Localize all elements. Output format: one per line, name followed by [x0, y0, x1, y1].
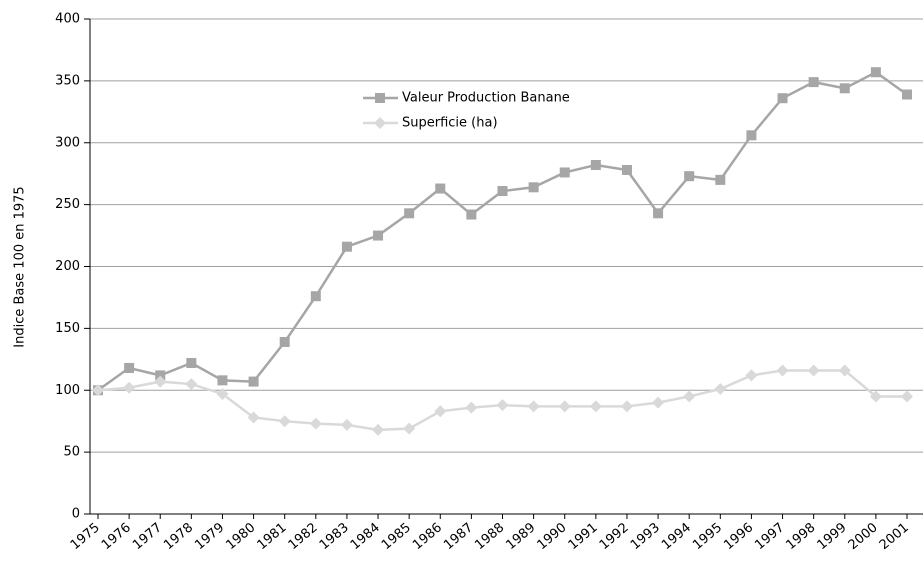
- marker: [404, 208, 415, 219]
- marker: [777, 93, 788, 104]
- marker: [776, 364, 789, 377]
- x-tick-label: 1979: [192, 520, 227, 553]
- marker: [278, 415, 291, 428]
- marker: [372, 423, 385, 436]
- marker: [340, 418, 353, 431]
- x-tick-label: 1985: [379, 520, 414, 553]
- y-tick-label: 0: [72, 507, 80, 522]
- y-tick-label: 400: [55, 12, 80, 27]
- x-tick-label: 1991: [566, 520, 601, 553]
- x-tick-label: 1978: [161, 520, 196, 553]
- marker: [465, 401, 478, 414]
- x-tick-label: 1984: [348, 520, 383, 553]
- marker: [497, 186, 508, 197]
- marker: [466, 209, 477, 220]
- marker: [715, 174, 726, 185]
- marker: [745, 369, 758, 382]
- marker: [403, 422, 416, 435]
- line: [97, 70, 908, 392]
- marker: [558, 400, 571, 413]
- marker: [248, 376, 259, 387]
- marker: [621, 164, 632, 175]
- x-tick-label: 1992: [597, 520, 632, 553]
- marker: [309, 417, 322, 430]
- marker: [247, 411, 260, 424]
- x-tick-label: 1975: [68, 520, 103, 553]
- marker: [559, 167, 570, 178]
- marker: [528, 182, 539, 193]
- marker: [341, 241, 352, 252]
- marker: [589, 400, 602, 413]
- marker: [808, 77, 819, 88]
- y-tick-label: 300: [55, 135, 80, 150]
- marker: [652, 396, 665, 409]
- marker: [684, 171, 695, 182]
- x-tick-label: 2001: [877, 520, 912, 553]
- legend-marker: [375, 93, 385, 103]
- x-tick-label: 1989: [503, 520, 538, 553]
- x-tick-label: 1976: [99, 520, 134, 553]
- marker: [869, 390, 882, 403]
- marker: [590, 160, 601, 171]
- marker: [901, 390, 913, 403]
- legend-label: Valeur Production Banane: [402, 91, 570, 106]
- y-axis-title: Indice Base 100 en 1975: [13, 186, 28, 347]
- marker: [185, 378, 198, 391]
- x-tick-label: 1998: [783, 520, 818, 553]
- x-tick-label: 1982: [286, 520, 321, 553]
- x-tick-label: 1990: [535, 520, 570, 553]
- marker: [217, 375, 228, 386]
- marker: [839, 83, 850, 94]
- marker: [653, 208, 664, 219]
- y-tick-label: 250: [55, 197, 80, 212]
- y-tick-label: 100: [55, 383, 80, 398]
- x-tick-label: 1986: [410, 520, 445, 553]
- marker: [123, 381, 136, 394]
- marker: [902, 89, 912, 100]
- x-tick-label: 1983: [317, 520, 352, 553]
- x-tick-label: 1994: [659, 520, 694, 553]
- x-tick-label: 1993: [628, 520, 663, 553]
- y-tick-label: 350: [55, 73, 80, 88]
- y-tick-label: 150: [55, 321, 80, 336]
- x-tick-label: 1980: [223, 520, 258, 553]
- x-tick-label: 1997: [752, 520, 787, 553]
- x-tick-label: 1981: [255, 520, 290, 553]
- x-tick-label: 1987: [441, 520, 476, 553]
- x-tick-label: 2000: [846, 520, 881, 553]
- marker: [746, 130, 757, 141]
- y-tick-label: 200: [55, 259, 80, 274]
- marker: [496, 399, 509, 412]
- marker: [435, 183, 446, 194]
- legend-marker: [374, 117, 386, 129]
- marker: [155, 370, 166, 381]
- x-tick-label: 1988: [472, 520, 507, 553]
- marker: [279, 336, 290, 347]
- marker: [124, 362, 135, 373]
- x-tick-label: 1977: [130, 520, 165, 553]
- marker: [92, 384, 104, 397]
- marker: [434, 405, 447, 418]
- marker: [527, 400, 540, 413]
- marker: [870, 67, 881, 78]
- legend-label: Superficie (ha): [402, 116, 498, 131]
- marker: [186, 358, 197, 369]
- marker: [714, 383, 727, 396]
- marker: [154, 375, 167, 388]
- marker: [683, 390, 696, 403]
- x-tick-label: 1995: [690, 520, 725, 553]
- marker: [838, 364, 851, 377]
- marker: [310, 291, 321, 302]
- marker: [620, 400, 633, 413]
- x-tick-label: 1999: [815, 520, 850, 553]
- marker: [216, 387, 229, 400]
- marker: [807, 364, 820, 377]
- y-tick-label: 50: [63, 445, 80, 460]
- marker: [373, 230, 384, 241]
- x-tick-label: 1996: [721, 520, 756, 553]
